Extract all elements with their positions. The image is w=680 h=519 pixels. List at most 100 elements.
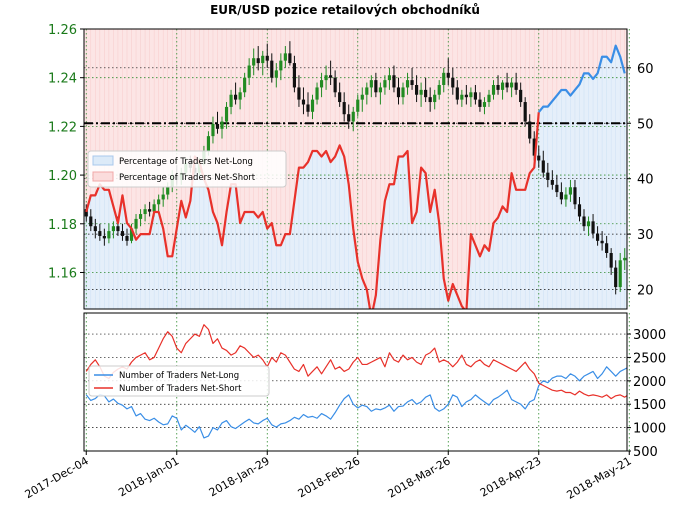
candle-body (270, 60, 274, 78)
candle-body (329, 75, 333, 78)
top-legend: Percentage of Traders Net-Long Percentag… (87, 150, 287, 188)
price-candle (374, 72, 378, 98)
candle-body (98, 231, 102, 236)
price-candle (256, 46, 260, 71)
candle-body (310, 99, 315, 112)
candle-body (125, 235, 129, 241)
candle-body (410, 80, 414, 85)
price-candle (288, 41, 292, 66)
candle-body (523, 102, 527, 122)
candle-body (528, 121, 532, 139)
candle-body (283, 53, 287, 61)
candle-body (351, 111, 355, 122)
candle-body (315, 87, 319, 100)
price-candle (211, 116, 215, 144)
price-candle (564, 187, 568, 207)
price-tick-label: 1.16 (48, 266, 77, 281)
price-candle (161, 187, 165, 207)
price-candle (582, 209, 586, 232)
net-short-pct-line (85, 112, 540, 309)
price-tick-label: 1.18 (48, 218, 77, 233)
price-candle (138, 209, 143, 227)
price-candle (433, 89, 437, 110)
candle-body (591, 221, 595, 234)
candle-body (532, 138, 536, 156)
price-candle (405, 72, 410, 95)
trader-count-lines (85, 324, 627, 439)
price-candle (274, 63, 278, 88)
price-candle (437, 80, 441, 100)
candle-body (510, 82, 514, 88)
candle-body (428, 97, 432, 103)
candle-body (378, 87, 382, 93)
candle-body (279, 60, 283, 71)
price-candle (310, 94, 315, 120)
price-axis: 1.16 1.18 1.20 1.22 1.24 1.26 (48, 23, 84, 281)
candle-body (148, 209, 152, 212)
price-candle (297, 75, 301, 107)
price-candle (600, 231, 604, 251)
price-candle (111, 221, 115, 239)
date-tick-label: 2018-Jan-29 (207, 454, 272, 499)
price-candle (265, 43, 269, 68)
candle-body (243, 77, 247, 93)
price-candle (215, 111, 220, 134)
price-candle (261, 50, 265, 76)
date-tick-label: 2017-Dec-04 (23, 454, 91, 501)
price-candle (279, 53, 283, 81)
price-candle (333, 70, 337, 98)
candle-body (568, 187, 573, 195)
price-candle (591, 214, 595, 239)
price-candle (351, 106, 355, 132)
candle-body (419, 89, 423, 95)
price-candle (396, 77, 401, 105)
price-candle (234, 82, 238, 105)
candle-body (482, 102, 487, 107)
candle-body (577, 204, 582, 217)
price-candle (238, 87, 242, 110)
price-candle (546, 162, 550, 188)
net-long-pct-line (537, 44, 626, 113)
candle-body (446, 72, 450, 78)
price-candle (510, 77, 514, 98)
price-candle (464, 85, 468, 105)
candle-body (460, 94, 464, 100)
price-candle (229, 89, 233, 115)
candle-body (415, 85, 419, 95)
candle-body (546, 172, 550, 180)
candle-body (347, 114, 351, 122)
percentage-tick-label: 60 (637, 62, 654, 77)
candle-body (442, 72, 446, 85)
candle-body (206, 136, 211, 151)
candle-body (623, 257, 627, 261)
price-candle (559, 182, 563, 205)
legend-label-net-long-pct: Percentage of Traders Net-Long (119, 157, 253, 167)
percentage-tick-label: 50 (637, 117, 654, 132)
price-candle (356, 94, 360, 117)
price-candle (496, 75, 500, 95)
candle-body (166, 187, 170, 195)
price-candle (347, 104, 351, 129)
price-candle (148, 201, 152, 217)
candle-body (392, 75, 396, 88)
price-candle (428, 87, 432, 112)
candle-body (514, 82, 518, 90)
candle-body (564, 194, 568, 200)
candle-body (586, 221, 591, 227)
price-candle (360, 87, 364, 112)
candle-body (319, 80, 324, 88)
price-candle (301, 87, 306, 115)
price-candle (157, 194, 161, 212)
price-candle (243, 72, 247, 98)
candle-body (424, 89, 428, 98)
candle-body (387, 75, 392, 81)
price-candle (469, 87, 473, 107)
bottom-panel-frame (83, 312, 628, 452)
price-candle (410, 67, 414, 90)
candle-body (437, 85, 441, 95)
price-candle (505, 72, 509, 93)
price-candle (93, 218, 97, 239)
price-candle (338, 82, 342, 107)
candle-body (401, 87, 405, 98)
percentage-tick-label: 30 (637, 228, 654, 243)
